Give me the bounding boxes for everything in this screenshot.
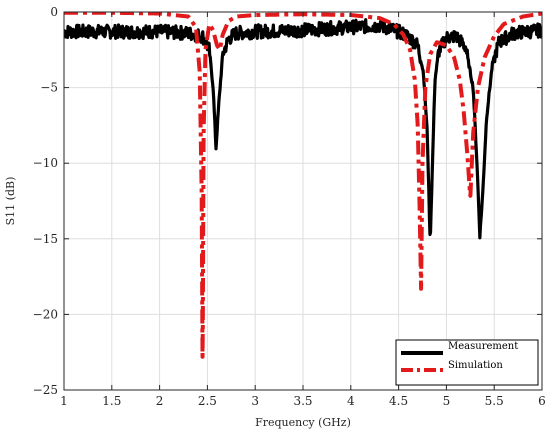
y-axis-label: S11 (dB)	[4, 177, 17, 226]
legend: Measurement Simulation	[395, 339, 539, 386]
x-tick-label: 3	[251, 394, 259, 408]
x-tick-label: 1.5	[102, 394, 121, 408]
y-tick-label: −5	[40, 81, 58, 95]
y-tick-label: −20	[33, 307, 58, 321]
legend-box	[395, 339, 539, 386]
y-tick-label: −25	[33, 383, 58, 397]
x-tick-label: 4	[347, 394, 355, 408]
x-tick-label: 6	[538, 394, 546, 408]
x-tick-label: 2	[156, 394, 164, 408]
y-tick-label: 0	[50, 5, 58, 19]
y-tick-label: −15	[33, 232, 58, 246]
x-tick-label: 3.5	[293, 394, 312, 408]
x-tick-label: 5.5	[485, 394, 504, 408]
x-tick-label: 1	[60, 394, 68, 408]
x-tick-label: 4.5	[389, 394, 408, 408]
y-tick-label: −10	[33, 156, 58, 170]
legend-label-simulation: Simulation	[448, 360, 503, 371]
x-axis-label: Frequency (GHz)	[255, 416, 351, 429]
ticks: 1 1.5 2 2.5 3 3.5 4 4.5 5 5.5 6 0 −5 −10 −15 −20 −25	[33, 5, 546, 408]
x-tick-label: 2.5	[198, 394, 217, 408]
legend-label-measurement: Measurement	[448, 341, 518, 352]
x-tick-label: 5	[443, 394, 451, 408]
series-line-measurement	[64, 18, 542, 240]
